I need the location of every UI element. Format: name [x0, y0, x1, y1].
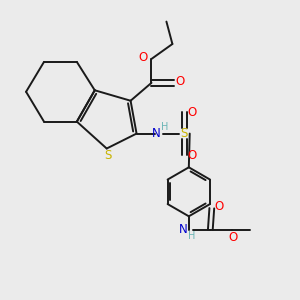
Text: O: O	[176, 75, 185, 88]
Text: H: H	[188, 231, 196, 241]
Text: O: O	[215, 200, 224, 213]
Text: N: N	[179, 223, 188, 236]
Text: S: S	[181, 127, 188, 140]
Text: O: O	[188, 148, 197, 162]
Text: O: O	[188, 106, 197, 118]
Text: O: O	[229, 231, 238, 244]
Text: O: O	[139, 51, 148, 64]
Text: S: S	[104, 148, 112, 162]
Text: N: N	[152, 127, 160, 140]
Text: H: H	[161, 122, 169, 132]
